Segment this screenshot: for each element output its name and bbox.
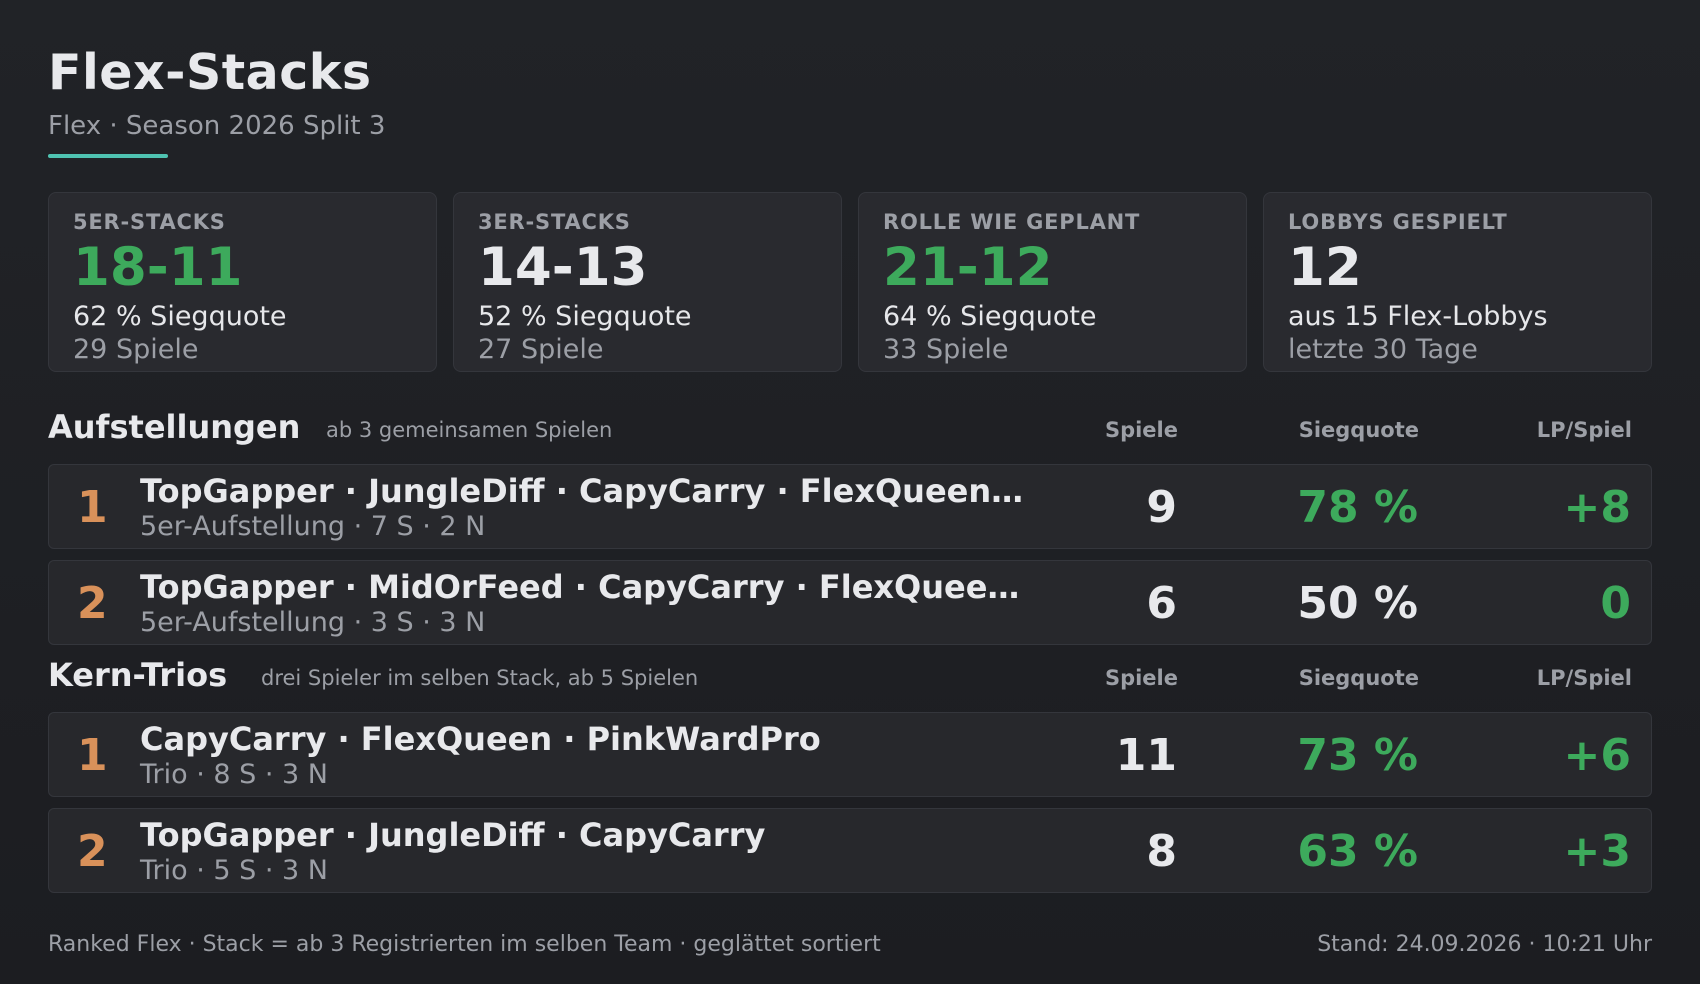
page-title: Flex-Stacks	[48, 44, 372, 101]
stat-card-value: 12	[1288, 237, 1362, 298]
winrate-value: 63 %	[1297, 826, 1418, 877]
stat-card-winrate: 62 % Siegquote	[73, 301, 287, 332]
stat-card-label: 5ER-STACKS	[73, 210, 226, 234]
stat-card-5er-stacks: 5ER-STACKS 18-11 62 % Siegquote 29 Spiel…	[48, 192, 437, 372]
stat-card-value: 21-12	[883, 237, 1053, 298]
winrate-value: 78 %	[1297, 482, 1418, 533]
winrate-value: 50 %	[1297, 578, 1418, 629]
column-header-winrate: Siegquote	[1298, 418, 1419, 442]
lineup-meta: 5er-Aufstellung · 7 S · 2 N	[140, 511, 486, 542]
trio-row[interactable]: 1 CapyCarry · FlexQueen · PinkWardPro Tr…	[48, 712, 1652, 797]
title-accent-line	[48, 154, 168, 158]
stat-card-value: 14-13	[478, 237, 648, 298]
stat-card-3er-stacks: 3ER-STACKS 14-13 52 % Siegquote 27 Spiel…	[453, 192, 842, 372]
lineup-meta: 5er-Aufstellung · 3 S · 3 N	[140, 607, 486, 638]
summary-cards: 5ER-STACKS 18-11 62 % Siegquote 29 Spiel…	[48, 192, 1652, 372]
stat-card-winrate: 64 % Siegquote	[883, 301, 1097, 332]
column-header-lp: LP/Spiel	[1536, 666, 1632, 690]
lp-value: +3	[1563, 826, 1631, 877]
lineups-section-header: Aufstellungen ab 3 gemeinsamen Spielen S…	[48, 408, 1652, 450]
trio-meta: Trio · 5 S · 3 N	[140, 855, 328, 886]
rank-number: 1	[77, 482, 108, 533]
section-title: Aufstellungen	[48, 408, 301, 446]
footer-timestamp: Stand: 24.09.2026 · 10:21 Uhr	[1317, 932, 1652, 957]
column-header-games: Spiele	[1104, 666, 1178, 690]
trio-players: CapyCarry · FlexQueen · PinkWardPro	[140, 720, 821, 758]
lp-value: +6	[1563, 730, 1631, 781]
stat-card-role-as-planned: ROLLE WIE GEPLANT 21-12 64 % Siegquote 3…	[858, 192, 1247, 372]
page-header: Flex-Stacks Flex · Season 2026 Split 3	[48, 44, 385, 158]
stat-card-label: LOBBYS GESPIELT	[1288, 210, 1508, 234]
games-value: 11	[1115, 730, 1177, 781]
column-header-winrate: Siegquote	[1298, 666, 1419, 690]
stat-card-label: ROLLE WIE GEPLANT	[883, 210, 1141, 234]
rank-number: 2	[77, 826, 108, 877]
section-note: ab 3 gemeinsamen Spielen	[326, 418, 613, 442]
stat-card-games: 33 Spiele	[883, 334, 1009, 365]
footer-note: Ranked Flex · Stack = ab 3 Registrierten…	[48, 932, 881, 957]
stat-card-winrate: 52 % Siegquote	[478, 301, 692, 332]
lp-value: 0	[1600, 578, 1631, 629]
stat-card-games: 29 Spiele	[73, 334, 199, 365]
section-title: Kern-Trios	[48, 656, 228, 694]
stat-card-lobbies-played: LOBBYS GESPIELT 12 aus 15 Flex-Lobbys le…	[1263, 192, 1652, 372]
column-header-games: Spiele	[1104, 418, 1178, 442]
column-header-lp: LP/Spiel	[1536, 418, 1632, 442]
lp-value: +8	[1563, 482, 1631, 533]
stat-card-games: 27 Spiele	[478, 334, 604, 365]
rank-number: 2	[77, 578, 108, 629]
rank-number: 1	[77, 730, 108, 781]
page-subtitle: Flex · Season 2026 Split 3	[48, 111, 386, 141]
lineup-players: TopGapper · JungleDiff · CapyCarry · Fle…	[140, 472, 1024, 510]
lineup-players: TopGapper · MidOrFeed · CapyCarry · Flex…	[140, 568, 1020, 606]
trio-row[interactable]: 2 TopGapper · JungleDiff · CapyCarry Tri…	[48, 808, 1652, 893]
trio-meta: Trio · 8 S · 3 N	[140, 759, 328, 790]
games-value: 8	[1146, 826, 1177, 877]
games-value: 6	[1146, 578, 1177, 629]
lineup-row[interactable]: 2 TopGapper · MidOrFeed · CapyCarry · Fl…	[48, 560, 1652, 645]
trios-section-header: Kern-Trios drei Spieler im selben Stack,…	[48, 656, 1652, 698]
winrate-value: 73 %	[1297, 730, 1418, 781]
stat-card-period: letzte 30 Tage	[1288, 334, 1478, 365]
trio-players: TopGapper · JungleDiff · CapyCarry	[140, 816, 766, 854]
stat-card-detail: aus 15 Flex-Lobbys	[1288, 301, 1548, 332]
section-note: drei Spieler im selben Stack, ab 5 Spiel…	[261, 666, 699, 690]
stat-card-label: 3ER-STACKS	[478, 210, 631, 234]
games-value: 9	[1146, 482, 1177, 533]
stat-card-value: 18-11	[73, 237, 243, 298]
lineup-row[interactable]: 1 TopGapper · JungleDiff · CapyCarry · F…	[48, 464, 1652, 549]
